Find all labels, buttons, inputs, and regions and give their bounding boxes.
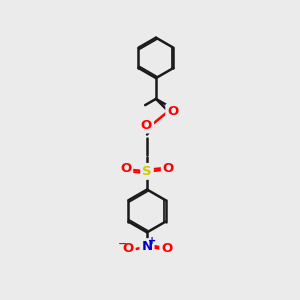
Text: O: O bbox=[141, 118, 152, 131]
Text: +: + bbox=[148, 236, 156, 246]
Text: O: O bbox=[120, 162, 131, 175]
Text: O: O bbox=[122, 242, 134, 256]
Text: S: S bbox=[142, 165, 152, 178]
Text: O: O bbox=[163, 162, 174, 175]
Text: O: O bbox=[167, 106, 178, 118]
Text: O: O bbox=[161, 242, 172, 256]
Text: N: N bbox=[142, 240, 153, 253]
Text: −: − bbox=[117, 238, 127, 249]
